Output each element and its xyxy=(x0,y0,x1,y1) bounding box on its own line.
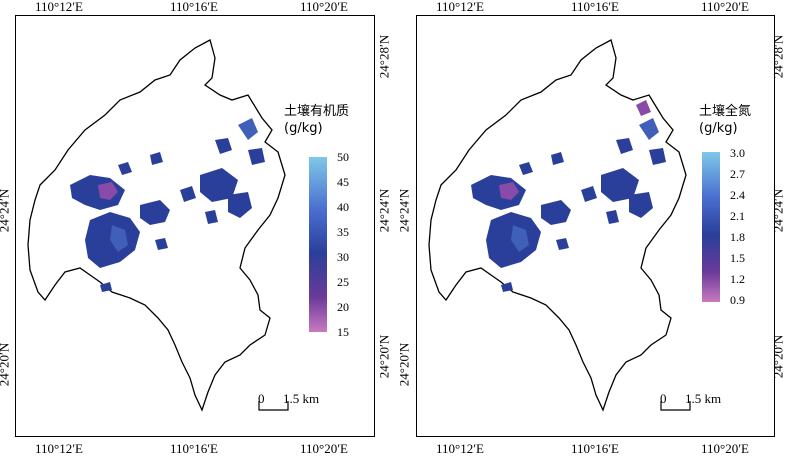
legend-title: 土壤有机质 (g/kg) xyxy=(284,103,349,137)
scale-bar xyxy=(258,401,289,411)
study-area-boundary xyxy=(27,39,286,412)
data-patch xyxy=(501,282,513,292)
data-patch xyxy=(205,210,218,224)
top-lon-label: 110°20′E xyxy=(701,0,750,14)
legend-tick: 15 xyxy=(337,325,349,339)
legend-color-bar xyxy=(309,157,327,332)
bottom-lon-label: 110°12′E xyxy=(35,441,84,456)
data-patch xyxy=(150,152,163,165)
data-patch xyxy=(200,168,238,202)
data-patch xyxy=(581,186,597,202)
bottom-lon-label: 110°20′E xyxy=(300,441,349,456)
legend-tick: 40 xyxy=(337,200,349,214)
legend-tick: 2.7 xyxy=(730,167,745,181)
legend-tick: 30 xyxy=(337,250,349,264)
study-area-map xyxy=(428,39,687,412)
scale-distance-label: 1.5 km xyxy=(283,391,320,406)
data-patch xyxy=(98,182,118,200)
study-area-map xyxy=(27,39,286,412)
legend-tick: 3.0 xyxy=(730,146,745,160)
scale-zero-label: 0 xyxy=(258,391,265,406)
data-patch xyxy=(639,118,659,140)
legend-unit-line: (g/kg) xyxy=(699,121,738,136)
bottom-lon-label: 110°16′E xyxy=(170,441,219,456)
legend-tick: 1.2 xyxy=(730,272,745,286)
data-patch xyxy=(556,238,569,250)
legend-title-line: 土壤全氮 xyxy=(699,104,752,119)
data-patch xyxy=(215,138,232,154)
scale-bar xyxy=(660,401,691,411)
bottom-lon-label: 110°12′E xyxy=(436,441,485,456)
data-patch xyxy=(248,148,265,165)
data-patch xyxy=(636,100,651,116)
data-patch xyxy=(629,192,653,218)
legend-tick: 20 xyxy=(337,300,349,314)
legend-tick: 2.4 xyxy=(730,188,745,202)
top-lon-label: 110°12′E xyxy=(35,0,84,14)
top-lon-label: 110°16′E xyxy=(170,0,219,14)
legend-tick: 50 xyxy=(337,150,349,164)
data-patch xyxy=(649,148,666,165)
data-patch xyxy=(511,225,529,252)
top-lon-label: 110°16′E xyxy=(571,0,620,14)
data-patch xyxy=(601,168,639,202)
legend-title: 土壤全氮 (g/kg) xyxy=(699,103,751,137)
data-patch xyxy=(541,200,571,225)
legend-tick: 2.1 xyxy=(730,209,745,223)
legend-title-line: 土壤有机质 xyxy=(284,104,350,119)
bottom-lon-label: 110°20′E xyxy=(701,441,750,456)
legend-tick: 1.5 xyxy=(730,251,745,265)
legend-tick: 25 xyxy=(337,275,349,289)
legend-tick: 0.9 xyxy=(730,293,745,307)
data-patch xyxy=(238,118,258,140)
scale-zero-label: 0 xyxy=(660,391,667,406)
data-patch xyxy=(519,162,533,175)
legend-tick: 1.8 xyxy=(730,230,745,244)
data-patch xyxy=(616,138,633,154)
study-area-boundary xyxy=(428,39,687,412)
legend-unit-line: (g/kg) xyxy=(284,121,323,136)
data-patch xyxy=(140,200,170,225)
data-patch xyxy=(180,186,196,202)
soil-organic-matter-map-panel: 110°12′E 110°16′E 110°20′E 110°12′E 110°… xyxy=(0,0,395,458)
legend-tick: 45 xyxy=(337,175,349,189)
bottom-lon-label: 110°16′E xyxy=(571,441,620,456)
data-patch xyxy=(110,225,128,252)
soil-total-nitrogen-map-panel: 110°12′E 110°16′E 110°20′E 110°12′E 110°… xyxy=(396,0,791,458)
data-patch xyxy=(118,162,132,175)
data-patch xyxy=(100,282,112,292)
data-patch xyxy=(228,192,252,218)
scale-distance-label: 1.5 km xyxy=(685,391,722,406)
data-patch xyxy=(499,182,519,200)
data-patch xyxy=(551,152,564,165)
data-patch xyxy=(155,238,168,250)
top-lon-label: 110°12′E xyxy=(436,0,485,14)
legend-tick: 35 xyxy=(337,225,349,239)
data-patch xyxy=(606,210,619,224)
legend-color-bar xyxy=(702,152,720,302)
top-lon-label: 110°20′E xyxy=(300,0,349,14)
